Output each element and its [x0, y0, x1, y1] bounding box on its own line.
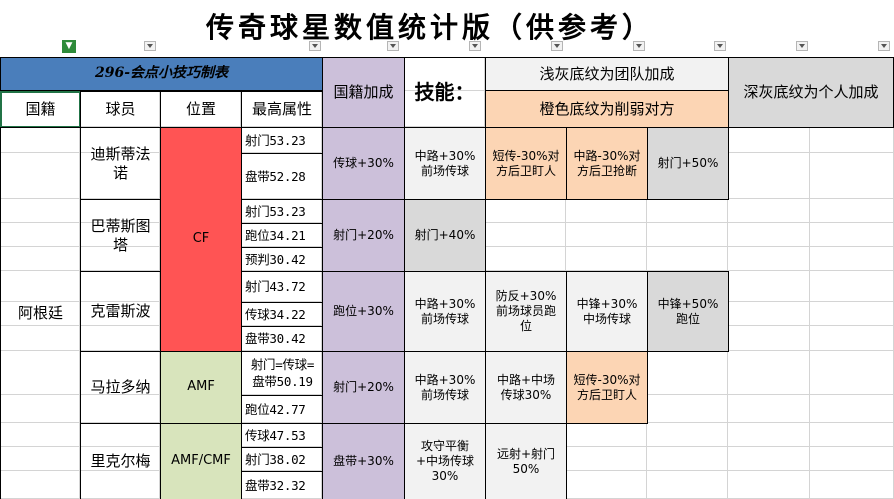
player-name: 克雷斯波: [80, 271, 161, 352]
nation-bonus-cell: 传球+30%: [322, 127, 405, 200]
skill-team-cell: 中路+30%前场传球: [404, 127, 486, 200]
filter-dropdown-icon[interactable]: [796, 41, 808, 51]
table-title: 296-会点小技巧制表: [0, 57, 323, 91]
legend-orange: 橙色底纹为削弱对方: [485, 90, 729, 128]
nation-bonus-cell: 跑位+30%: [322, 271, 405, 352]
stat-cell: 盘带32.32: [241, 471, 323, 499]
nation-bonus-cell: 射门+20%: [322, 351, 405, 424]
skill-personal-cell: 射门+40%: [404, 199, 486, 272]
stat-cell: 传球47.53: [241, 423, 323, 448]
position-cf: CF: [160, 127, 242, 352]
filter-dropdown-icon[interactable]: [551, 41, 563, 51]
stat-cell: 盘带30.42: [241, 326, 323, 352]
stat-cell: 射门53.23: [241, 127, 323, 154]
stat-cell: 射门38.02: [241, 447, 323, 472]
skill-debuff-cell: 短传-30%对方后卫盯人: [566, 351, 648, 424]
filter-dropdown-icon[interactable]: [633, 41, 645, 51]
country-cell: 阿根廷: [0, 127, 81, 499]
stat-cell: 射门43.72: [241, 271, 323, 303]
player-name: 马拉多纳: [80, 351, 161, 424]
stat-cell: 跑位34.21: [241, 223, 323, 248]
skill-personal-cell: 射门+50%: [647, 127, 729, 200]
header-nation-bonus: 国籍加成: [322, 57, 405, 128]
header-top-attribute: 最高属性: [241, 91, 323, 128]
stat-cell: 跑位42.77: [241, 395, 323, 424]
skill-team-cell: 远射+射门50%: [485, 423, 567, 499]
header-nationality[interactable]: 国籍: [0, 91, 81, 128]
stat-cell: 预判30.42: [241, 247, 323, 272]
player-name: 巴蒂斯图塔: [80, 199, 161, 272]
stat-cell: 射门53.23: [241, 199, 323, 224]
filter-dropdown-icon[interactable]: [469, 41, 481, 51]
filter-dropdown-icon[interactable]: [878, 41, 890, 51]
stat-cell: 盘带52.28: [241, 153, 323, 200]
nation-bonus-cell: 盘带+30%: [322, 423, 405, 499]
filter-dropdown-icon[interactable]: [309, 41, 321, 51]
skill-team-cell: 中锋+30%中场传球: [566, 271, 648, 352]
skill-team-cell: 攻守平衡+中场传球30%: [404, 423, 486, 499]
header-position: 位置: [160, 91, 242, 128]
filter-dropdown-icon[interactable]: [714, 41, 726, 51]
skill-team-cell: 中路+30%前场传球: [404, 351, 486, 424]
nation-bonus-cell: 射门+20%: [322, 199, 405, 272]
page-title: 传奇球星数值统计版（供参考）: [205, 11, 654, 44]
player-name: 里克尔梅: [80, 423, 161, 499]
position-amf: AMF: [160, 351, 242, 424]
skill-debuff-cell: 中路-30%对方后卫抢断: [566, 127, 648, 200]
player-name: 迪斯蒂法诺: [80, 127, 161, 200]
skill-team-cell: 中路+30%前场传球: [404, 271, 486, 352]
skill-team-cell: 中路+中场传球30%: [485, 351, 567, 424]
header-player: 球员: [80, 91, 161, 128]
filter-dropdown-icon[interactable]: [144, 41, 156, 51]
legend-light-gray: 浅灰底纹为团队加成: [485, 57, 729, 91]
skill-debuff-cell: 短传-30%对方后卫盯人: [485, 127, 567, 200]
skill-team-cell: 防反+30%前场球员跑位: [485, 271, 567, 352]
legend-dark-gray: 深灰底纹为个人加成: [728, 57, 894, 128]
header-skills: 技能：: [404, 57, 486, 128]
skill-personal-cell: 中锋+50%跑位: [647, 271, 729, 352]
filter-icon[interactable]: ▼: [62, 40, 76, 53]
filter-dropdown-icon[interactable]: [387, 41, 399, 51]
position-amf-cmf: AMF/CMF: [160, 423, 242, 499]
stat-cell: 射门=传球=盘带50.19: [241, 351, 323, 396]
stat-cell: 传球34.22: [241, 302, 323, 327]
